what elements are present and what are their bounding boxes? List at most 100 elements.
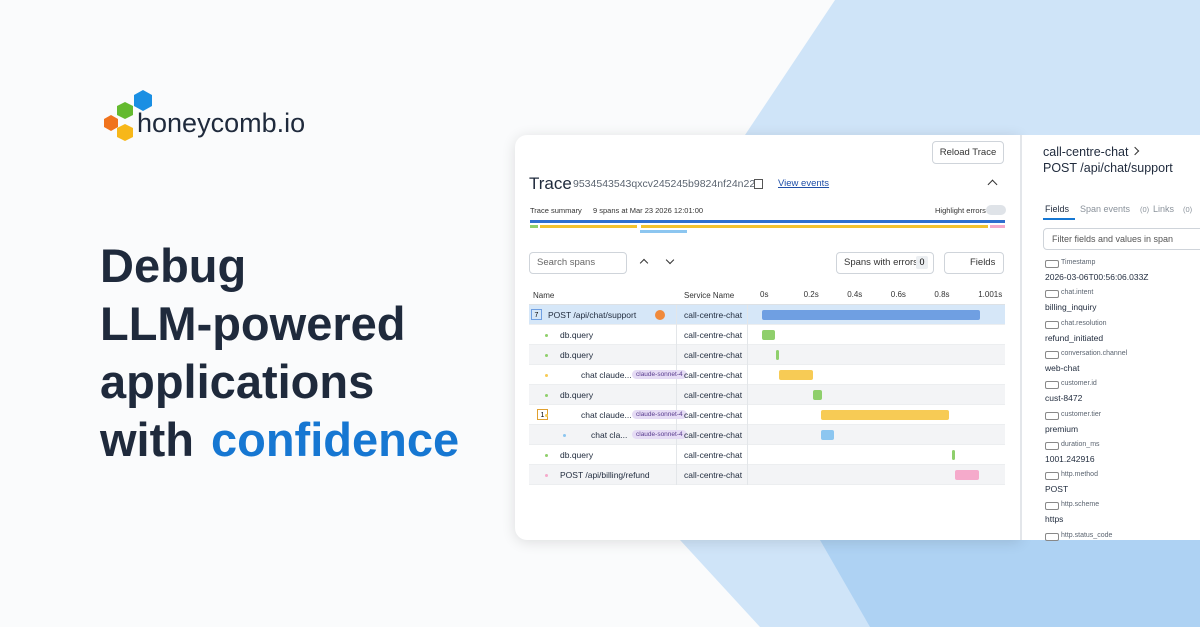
field-value: premium bbox=[1045, 423, 1079, 434]
span-bar bbox=[779, 370, 813, 380]
tab[interactable]: Links bbox=[1153, 204, 1175, 214]
service-name: call-centre-chat bbox=[684, 450, 743, 460]
col-divider bbox=[676, 325, 677, 345]
col-divider bbox=[747, 465, 748, 485]
service-name: call-centre-chat bbox=[684, 430, 743, 440]
type-icon bbox=[1045, 472, 1059, 481]
search-input[interactable]: Search spans bbox=[529, 252, 627, 274]
col-divider bbox=[747, 425, 748, 445]
service-name: call-centre-chat bbox=[684, 390, 743, 400]
field-value: POST bbox=[1045, 484, 1069, 495]
col-divider bbox=[747, 305, 748, 325]
service-name: call-centre-chat bbox=[684, 310, 743, 320]
type-icon bbox=[1045, 441, 1059, 450]
span-row[interactable] bbox=[529, 465, 1005, 485]
tick-label: 0.2s bbox=[803, 290, 819, 299]
field-key: conversation.channel bbox=[1061, 349, 1128, 357]
span-name: POST /api/billing/refund bbox=[560, 470, 650, 480]
span-name: chat claude... bbox=[581, 410, 632, 420]
col-divider bbox=[676, 445, 677, 465]
copy-icon[interactable] bbox=[754, 179, 763, 189]
toggle[interactable] bbox=[986, 205, 1006, 215]
field-value: refund_initiated bbox=[1045, 332, 1104, 343]
view-events[interactable]: View events bbox=[778, 178, 830, 189]
summary-strip bbox=[641, 225, 988, 228]
span-bar bbox=[820, 410, 950, 420]
tick-label: 0.8s bbox=[934, 290, 950, 299]
field-value: 1001.242916 bbox=[1045, 453, 1095, 464]
tick-label: 0.4s bbox=[847, 290, 863, 299]
col-divider bbox=[676, 305, 677, 325]
field-key: http.method bbox=[1061, 471, 1098, 479]
summary-strip bbox=[540, 225, 637, 228]
span-bar bbox=[776, 350, 779, 360]
child-count[interactable]: 7 bbox=[531, 309, 542, 320]
field-value: 2026-03-06T00:56:06.033Z bbox=[1045, 272, 1149, 282]
type-icon bbox=[1045, 381, 1059, 390]
detail-route: POST /api/chat/support bbox=[1043, 161, 1173, 175]
tree-dot bbox=[545, 414, 548, 417]
model-badge: claude-sonnet-4 bbox=[632, 370, 687, 379]
col-divider bbox=[747, 445, 748, 465]
tick-label: 1.001s bbox=[978, 290, 1003, 299]
field-key: http.scheme bbox=[1061, 501, 1100, 509]
field-value: billing_inquiry bbox=[1045, 302, 1097, 313]
error-count: 0 bbox=[916, 256, 928, 269]
trace-title: Trace bbox=[529, 174, 572, 193]
span-bar bbox=[762, 310, 980, 320]
type-icon bbox=[1045, 502, 1059, 511]
tick-label: 0s bbox=[760, 290, 769, 299]
errors-button[interactable]: Spans with errors bbox=[836, 252, 934, 274]
model-badge: claude-sonnet-4 bbox=[632, 410, 687, 419]
type-icon bbox=[1045, 320, 1059, 329]
highlight-errors: Highlight errors bbox=[935, 206, 986, 215]
span-row[interactable] bbox=[529, 385, 1005, 405]
col-service: Service Name bbox=[684, 291, 735, 300]
span-row[interactable] bbox=[529, 345, 1005, 365]
span-name: chat cla... bbox=[591, 430, 628, 440]
col-divider bbox=[747, 365, 748, 385]
summary-label: Trace summary bbox=[530, 206, 582, 215]
span-name: db.query bbox=[560, 330, 594, 340]
tick-label: 0.6s bbox=[890, 290, 906, 299]
service-name: call-centre-chat bbox=[684, 470, 743, 480]
span-name: chat claude... bbox=[581, 370, 632, 380]
tab-count: (0) bbox=[1183, 205, 1193, 214]
tab[interactable]: Span events bbox=[1080, 204, 1131, 214]
tab-underline bbox=[1043, 218, 1075, 220]
span-name: db.query bbox=[560, 450, 594, 460]
type-icon bbox=[1045, 260, 1059, 268]
tree-dot bbox=[545, 474, 548, 477]
col-name: Name bbox=[533, 291, 555, 300]
type-icon bbox=[1045, 411, 1059, 420]
reload-button[interactable]: Reload Trace bbox=[932, 141, 1004, 164]
summary-strip bbox=[640, 230, 687, 233]
tab-count: (0) bbox=[1140, 205, 1150, 214]
service-name: call-centre-chat bbox=[684, 410, 743, 420]
tab[interactable]: Fields bbox=[1045, 204, 1070, 214]
model-badge: claude-sonnet-4 bbox=[632, 430, 687, 439]
tree-dot bbox=[545, 394, 548, 397]
summary-strip bbox=[530, 225, 538, 228]
field-key: chat.resolution bbox=[1061, 319, 1107, 327]
field-value: cust-8472 bbox=[1045, 393, 1083, 404]
summary-strip bbox=[990, 225, 1005, 228]
col-divider bbox=[747, 325, 748, 345]
fields-button[interactable]: Fields bbox=[944, 252, 1004, 274]
trace-id: 9534543543qxcv245245b9824nf24n22 bbox=[573, 178, 756, 190]
col-divider bbox=[676, 345, 677, 365]
filter-input[interactable]: Filter fields and values in span bbox=[1043, 228, 1200, 250]
span-bar bbox=[762, 330, 776, 340]
type-icon bbox=[1045, 350, 1059, 359]
brand: honeycomb.io bbox=[137, 108, 306, 138]
span-name: POST /api/chat/support bbox=[548, 310, 637, 320]
service-name: call-centre-chat bbox=[684, 330, 743, 340]
span-row[interactable] bbox=[529, 445, 1005, 465]
span-bar bbox=[954, 470, 979, 480]
headline-line: Debug bbox=[100, 239, 247, 292]
field-key: Timestamp bbox=[1061, 259, 1096, 266]
span-name: db.query bbox=[560, 350, 594, 360]
type-icon bbox=[1045, 290, 1059, 299]
field-key: duration_ms bbox=[1061, 440, 1100, 448]
